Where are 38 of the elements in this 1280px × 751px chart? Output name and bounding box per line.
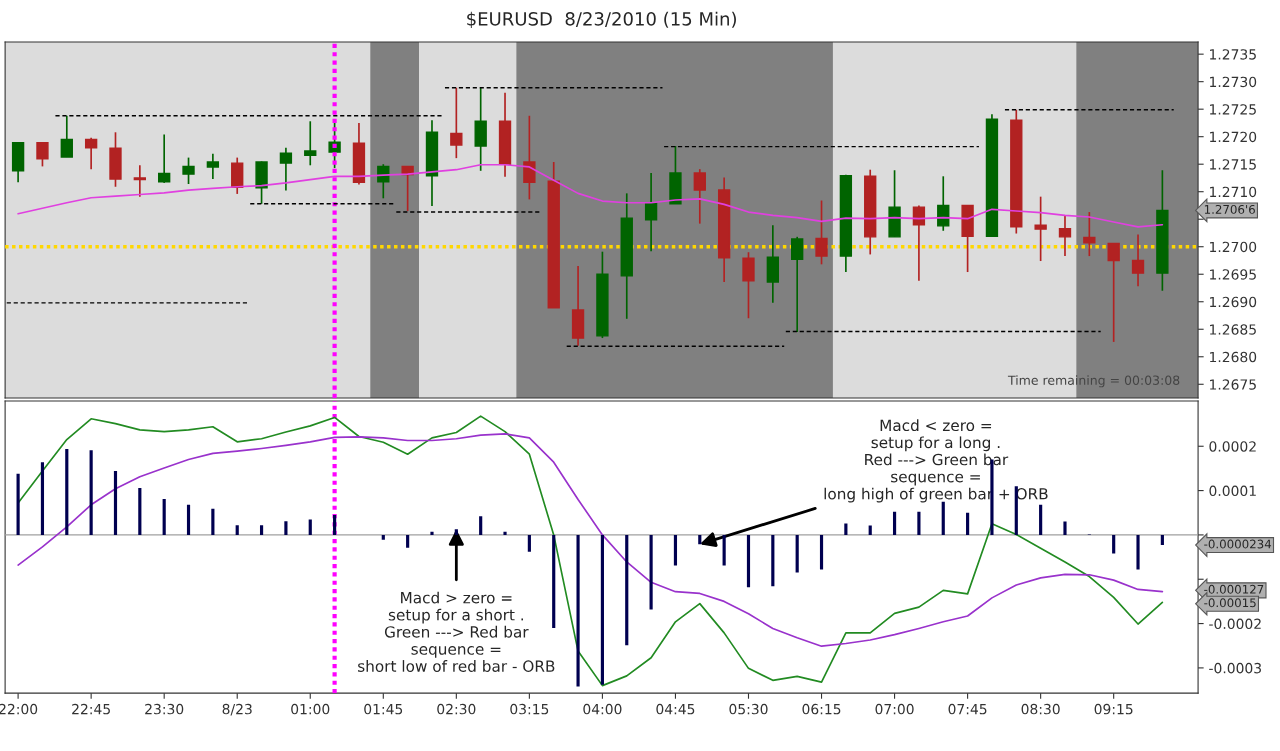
y-tick-label: 1.2710 [1210,186,1257,198]
x-tick-label: 22:45 [72,703,110,715]
x-tick-label: 04:00 [583,703,622,715]
y-tick-label: 1.2715 [1210,159,1256,170]
x-tick-label: 07:00 [875,703,914,715]
y-tick-label: 1.2695 [1210,269,1256,280]
y-tick-label: 0.0001 [1209,485,1256,497]
text: -0.0000234 [1204,539,1272,549]
x-tick-label: 08:30 [1021,703,1060,715]
x-tick-label: 09:15 [1094,703,1133,715]
y-tick-label: 1.2680 [1210,351,1257,363]
x-tick-label: 04:45 [656,703,695,715]
x-tick-label: 05:30 [729,703,768,715]
text: -0.00015 [1204,598,1256,608]
y-tick-label: -0.0003 [1209,662,1261,674]
y-tick-label: 1.2735 [1210,49,1256,60]
y-tick-label: 1.2690 [1210,296,1257,308]
y-tick-label: 1.2730 [1210,76,1257,88]
y-tick-label: 1.2700 [1210,241,1257,253]
x-tick-label: 22:00 [0,703,38,715]
y-tick-label: 0.0002 [1209,441,1256,452]
x-tick-label: 8/23 [222,703,252,716]
y-tick-label: -0.0002 [1209,618,1261,630]
text: 1.2706'6 [1204,204,1255,214]
x-tick-label: 06:15 [802,703,841,715]
text: -0.000127 [1204,584,1264,594]
y-tick-label: 1.2720 [1210,131,1257,143]
x-tick-label: 07:45 [948,703,987,715]
x-tick-label: 01:00 [291,703,330,715]
x-tick-label: 03:15 [510,703,549,715]
y-tick-label: 1.2725 [1210,104,1256,115]
x-tick-label: 02:30 [437,703,476,715]
x-tick-label: 01:45 [364,703,403,715]
y-tick-label: 1.2675 [1210,379,1256,390]
y-tick-label: 1.2685 [1210,324,1256,335]
annotation: Macd > zero = setup for a short . Green ---> Red bar sequence = short low of red bar - ORB [358,591,555,672]
chart-title: $EURUSD 8/23/2010 (15 Min) [467,11,736,29]
x-tick-label: 23:30 [145,703,184,715]
